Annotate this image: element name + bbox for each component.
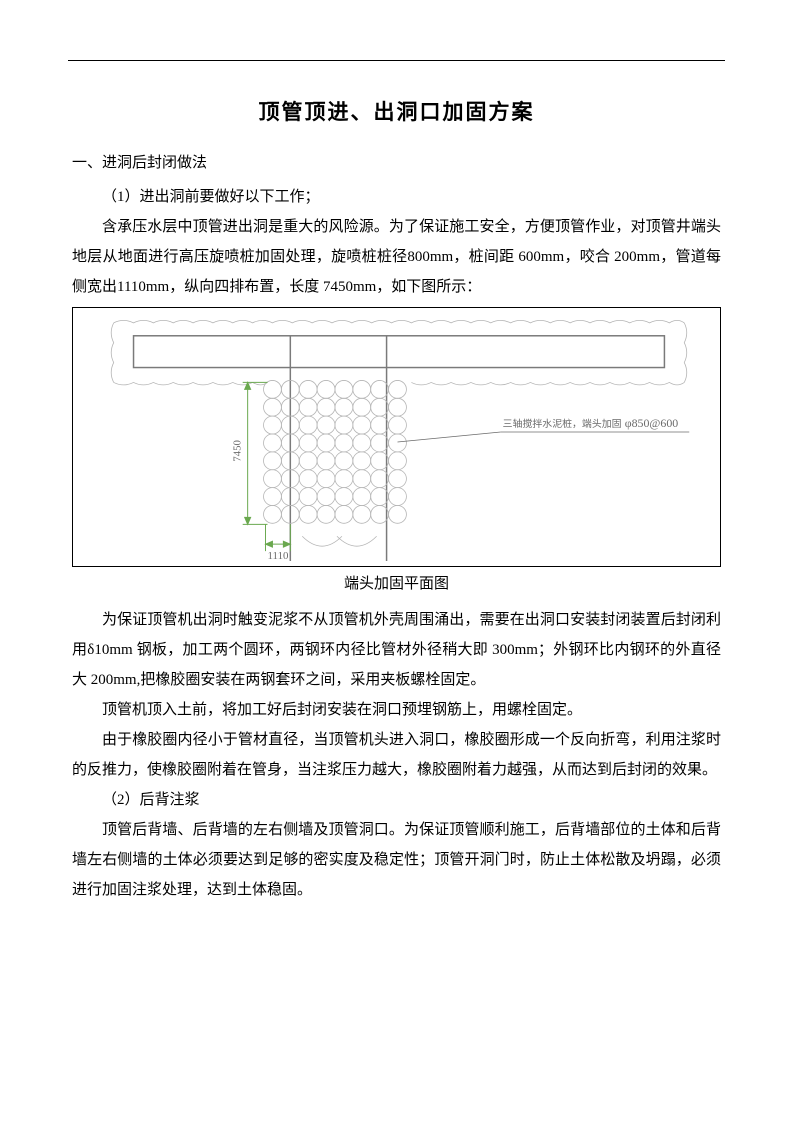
paragraph-5: 顶管后背墙、后背墙的左右侧墙及顶管洞口。为保证顶管顺利施工，后背墙部位的土体和后… bbox=[72, 815, 721, 905]
top-horizontal-rule bbox=[68, 60, 725, 61]
paragraph-2: 为保证顶管机出洞时触变泥浆不从顶管机外壳周围涌出，需要在出洞口安装封闭装置后封闭… bbox=[72, 605, 721, 695]
diagram-annotation-spec: φ850@600 bbox=[625, 416, 679, 430]
item-2-label: （2）后背注浆 bbox=[72, 785, 721, 815]
diagram-caption: 端头加固平面图 bbox=[72, 572, 721, 593]
dim-1110-label: 1110 bbox=[268, 550, 290, 562]
paragraph-4: 由于橡胶圈内径小于管材直径，当顶管机头进入洞口，橡胶圈形成一个反向折弯，利用注浆… bbox=[72, 725, 721, 785]
document-title: 顶管顶进、出洞口加固方案 bbox=[72, 96, 721, 126]
paragraph-3: 顶管机顶入土前，将加工好后封闭安装在洞口预埋钢筋上，用螺栓固定。 bbox=[72, 695, 721, 725]
dim-7450-label: 7450 bbox=[232, 439, 244, 461]
inner-rect bbox=[134, 336, 665, 368]
diagram-annotation: 三轴搅拌水泥桩，端头加固 bbox=[503, 417, 622, 430]
diagram-svg: 7450 1110 三轴搅拌水泥桩，端头加固 φ850@600 bbox=[73, 308, 720, 566]
item-1-label: （1）进出洞前要做好以下工作； bbox=[72, 182, 721, 212]
section-1-header: 一、进洞后封闭做法 bbox=[72, 151, 721, 172]
reinforcement-plan-diagram: 7450 1110 三轴搅拌水泥桩，端头加固 φ850@600 bbox=[72, 307, 721, 567]
paragraph-1: 含承压水层中顶管进出洞是重大的风险源。为了保证施工安全，方便顶管作业，对顶管井端… bbox=[72, 212, 721, 302]
